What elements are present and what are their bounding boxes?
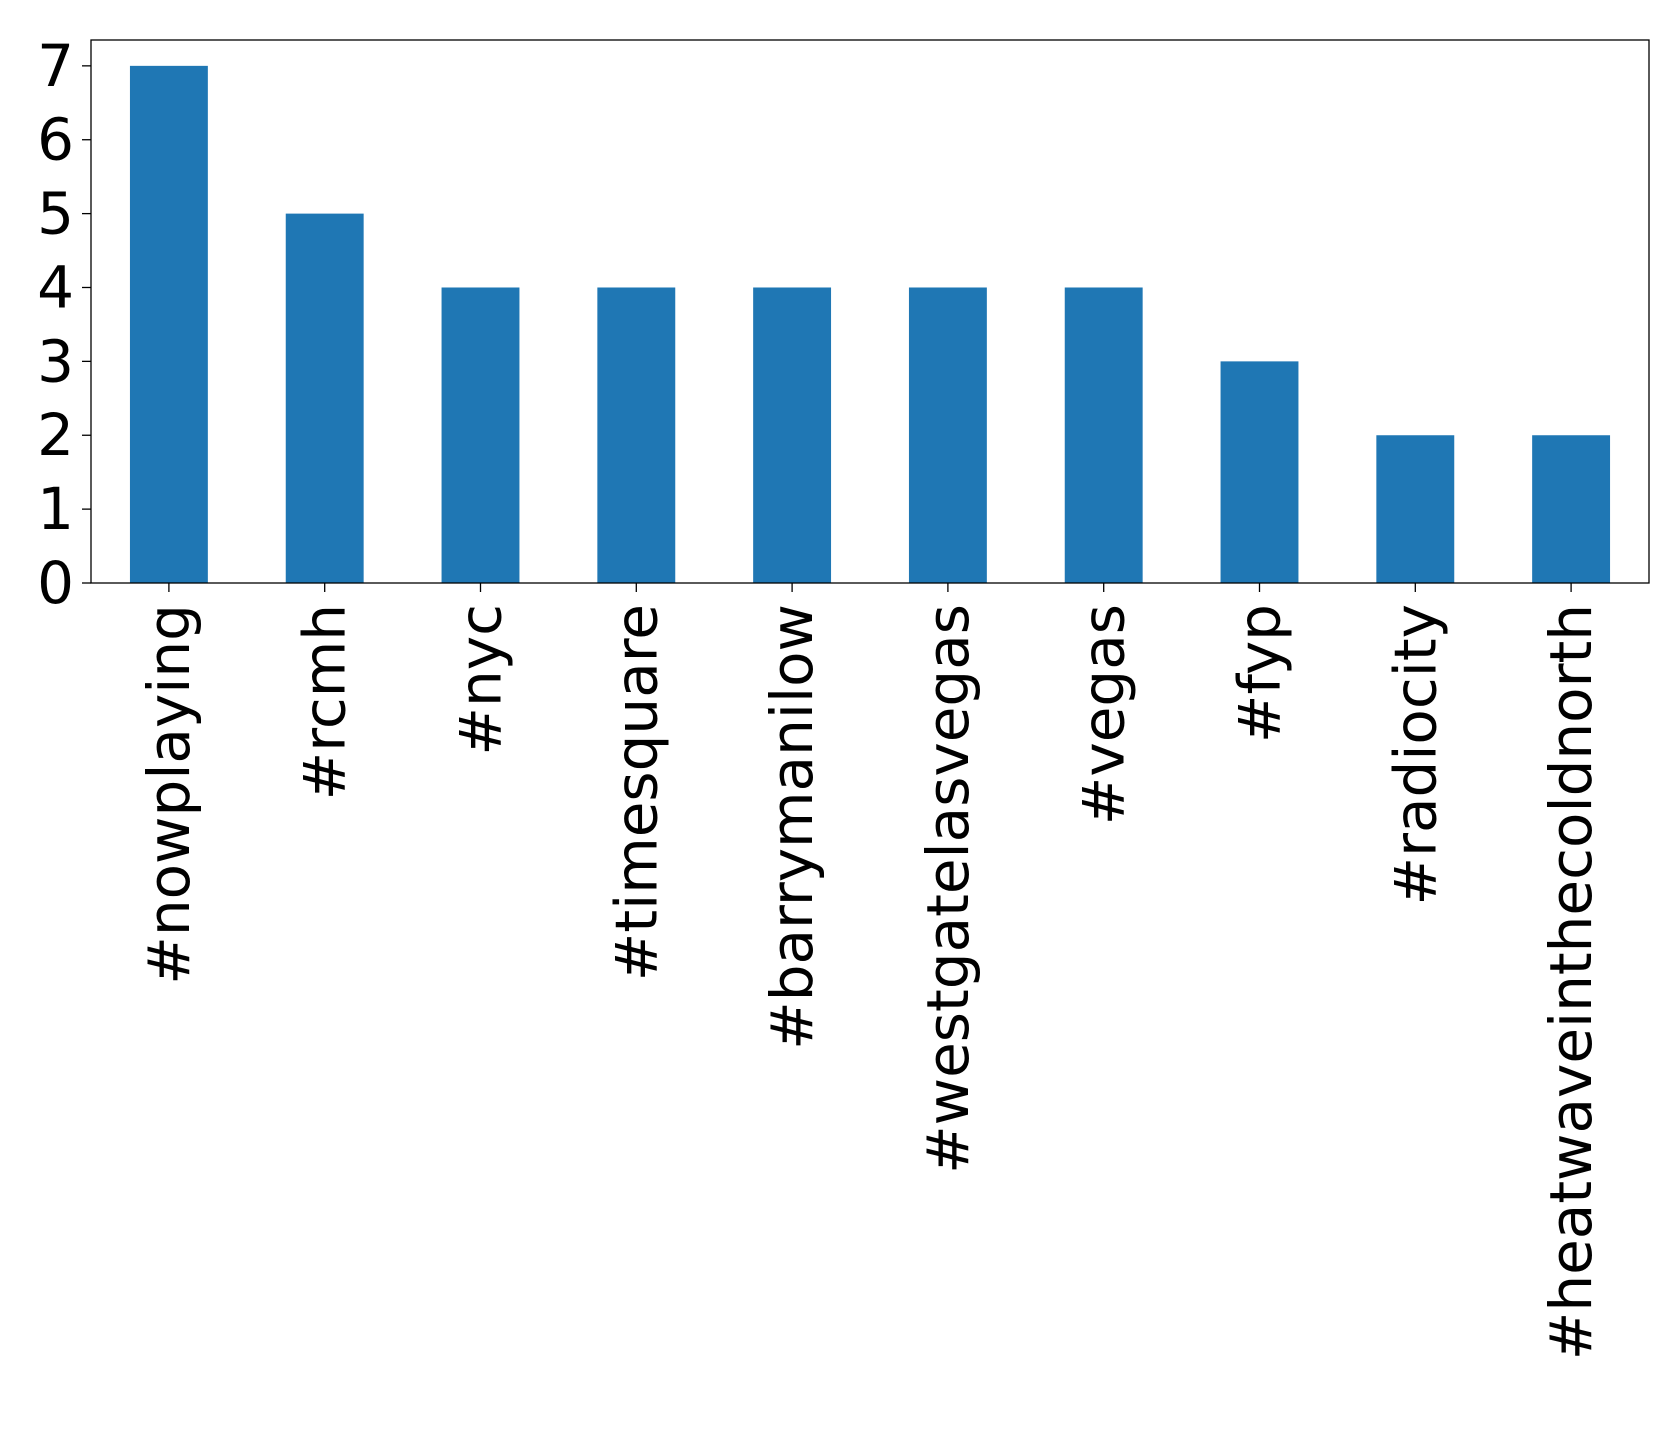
x-tick-label: #fyp: [1226, 604, 1294, 743]
x-tick-label: #heatwaveinthecoldnorth: [1537, 604, 1605, 1360]
bar-westgatelasvegas: [908, 287, 987, 583]
x-tick-label: #timesquare: [602, 604, 670, 981]
plot-frame: [90, 39, 1650, 584]
bar-heatwaveinthecoldnorth: [1532, 435, 1611, 583]
bar-barrymanilow: [753, 287, 832, 583]
bars-layer: [129, 65, 1611, 584]
bar-timesquare: [597, 287, 676, 583]
x-tick-label: #nowplaying: [135, 604, 203, 985]
x-tick-label: #nyc: [447, 604, 515, 756]
x-tick-label: #vegas: [1070, 604, 1138, 825]
y-tick-label: 1: [37, 475, 74, 543]
y-tick-label: 4: [37, 253, 74, 321]
bar-nyc: [441, 287, 520, 583]
bar-rcmh: [285, 213, 364, 583]
bar-fyp: [1220, 361, 1299, 583]
x-tick-label: #radiocity: [1381, 604, 1449, 905]
y-tick-label: 5: [37, 180, 74, 248]
x-axis: #nowplaying #rcmh #nyc #timesquare #barryman…: [135, 583, 1605, 1360]
y-tick-label: 3: [37, 327, 74, 395]
bar-vegas: [1064, 287, 1143, 583]
x-tick-label: #westgatelasvegas: [914, 604, 982, 1174]
y-tick-label: 2: [37, 401, 74, 469]
bar-nowplaying: [129, 65, 208, 584]
y-tick-label: 0: [37, 549, 74, 617]
y-tick-label: 6: [37, 106, 74, 174]
y-tick-label: 7: [37, 32, 74, 100]
bar-radiocity: [1376, 435, 1455, 583]
x-tick-label: #barrymanilow: [758, 604, 826, 1050]
x-tick-label: #rcmh: [291, 604, 359, 800]
